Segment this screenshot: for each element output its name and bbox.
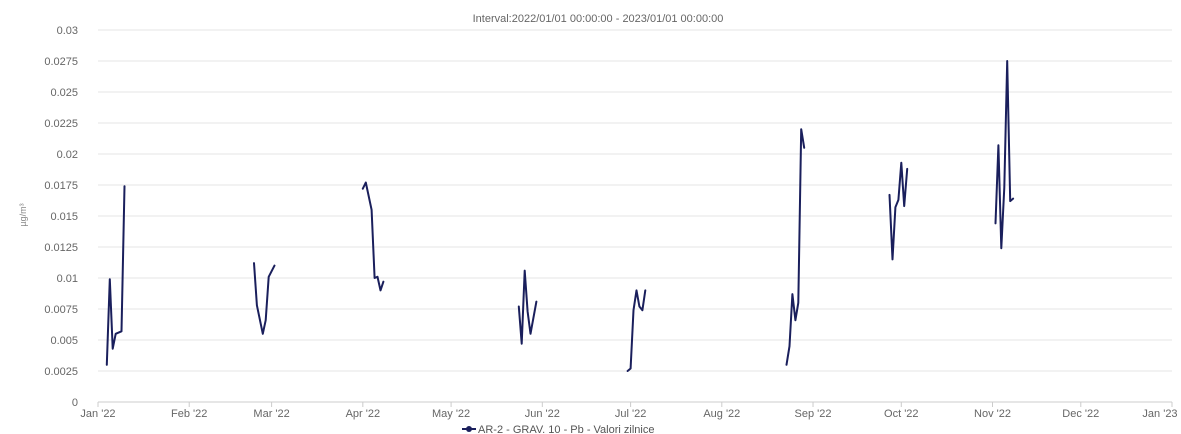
legend-dot-marker <box>466 426 472 432</box>
y-tick-label: 0.005 <box>50 335 78 347</box>
grid-lines <box>98 29 1172 403</box>
x-tick-label: Mar '22 <box>253 408 289 420</box>
x-tick-label: Jan '23 <box>1142 408 1177 420</box>
y-tick-label: 0.0025 <box>44 366 78 378</box>
series-line-segment[interactable] <box>517 269 538 345</box>
y-axis-ticks: 0 0.0025 0.005 0.0075 0.01 0.0125 0.015 0.0175 0… <box>44 25 78 409</box>
x-tick-label: Feb '22 <box>171 408 207 420</box>
y-tick-label: 0.03 <box>57 25 78 37</box>
x-tick-label: Nov '22 <box>974 408 1011 420</box>
legend[interactable]: AR-2 - GRAV. 10 - Pb - Valori zilnice <box>462 424 654 434</box>
series-line-segment[interactable] <box>785 128 806 366</box>
y-tick-label: 0.01 <box>57 273 78 285</box>
y-tick-label: 0.02 <box>57 149 78 161</box>
y-tick-label: 0.025 <box>50 87 78 99</box>
x-tick-label: Jul '22 <box>615 408 646 420</box>
x-tick-label: Apr '22 <box>346 408 381 420</box>
x-tick-label: Jan '22 <box>80 408 115 420</box>
y-tick-label: 0.0225 <box>44 118 78 130</box>
x-tick-label: Oct '22 <box>884 408 919 420</box>
series-line-segment[interactable] <box>361 181 385 292</box>
x-tick-label: Aug '22 <box>703 408 740 420</box>
y-tick-label: 0.0275 <box>44 56 78 68</box>
y-tick-label: 0.0125 <box>44 242 78 254</box>
legend-label: AR-2 - GRAV. 10 - Pb - Valori zilnice <box>478 424 654 434</box>
y-tick-label: 0 <box>72 397 78 409</box>
y-tick-label: 0.015 <box>50 211 78 223</box>
series-line-segment[interactable] <box>253 262 276 335</box>
series-line-segment[interactable] <box>105 185 126 366</box>
x-tick-label: May '22 <box>432 408 470 420</box>
y-axis-label: µg/m³ <box>18 203 28 226</box>
series-line-segment[interactable] <box>888 161 909 261</box>
y-tick-label: 0.0175 <box>44 180 78 192</box>
series-line-segment[interactable] <box>994 60 1015 250</box>
x-tick-label: Dec '22 <box>1062 408 1099 420</box>
x-tick-label: Sep '22 <box>795 408 832 420</box>
chart-title: Interval:2022/01/01 00:00:00 - 2023/01/0… <box>473 13 724 25</box>
series-line-segment[interactable] <box>626 289 647 372</box>
x-tick-label: Jun '22 <box>525 408 560 420</box>
series-lines <box>105 60 1015 372</box>
y-tick-label: 0.0075 <box>44 304 78 316</box>
x-axis-ticks: Jan '22 Feb '22 Mar '22 Apr '22 May '22 Jun '… <box>80 402 1178 420</box>
